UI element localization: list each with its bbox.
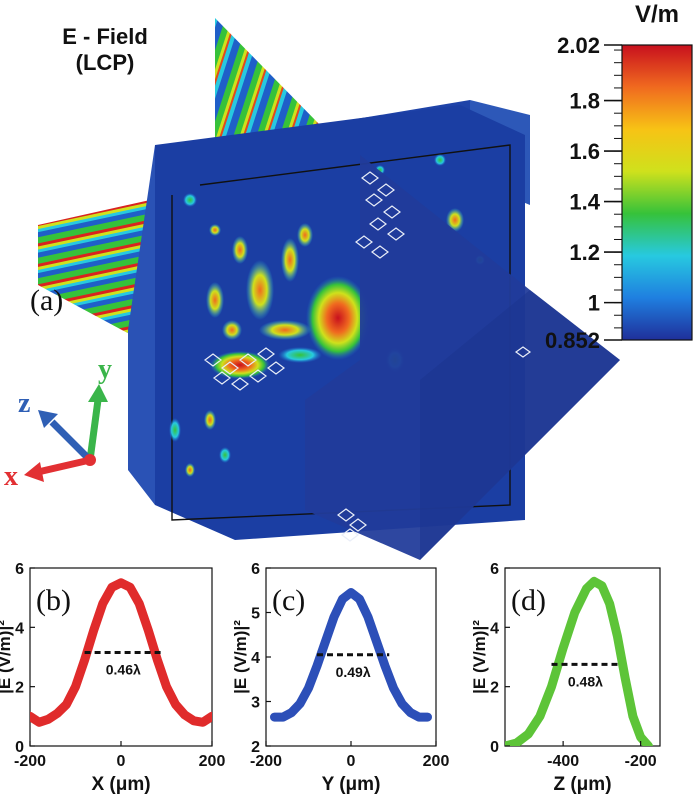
plot-c: 0.49λ (c) 2 3 4 5 6 -200 0 200 Y (μm) |E (V/m)|² (231, 561, 449, 795)
coordinate-axes: y z x (4, 354, 112, 492)
panel-a-3d-render: E - Field (LCP) (a) y z x V/m 2.02 1.8 1.6… (4, 1, 693, 560)
x-tick-label: 0 (117, 753, 126, 770)
y-axis-label: |E (V/m)|² (470, 620, 489, 694)
x-tick-label: 200 (199, 753, 226, 770)
fwhm-label: 0.48λ (568, 673, 603, 689)
plane-frame (171, 144, 511, 521)
x-tick-label: 200 (423, 753, 450, 770)
x-tick-label: 0 (347, 753, 356, 770)
y-tick-label: 2 (15, 680, 24, 697)
field-title-line2: (LCP) (76, 50, 135, 75)
fwhm-label: 0.46λ (106, 662, 141, 678)
panel-label: (d) (511, 584, 546, 617)
xz-plane-left (38, 200, 150, 345)
z-arrow-icon (38, 410, 58, 428)
field-spot (259, 320, 311, 340)
field-spot (297, 223, 313, 247)
y-tick-label: 4 (490, 620, 499, 637)
axis-label-y: y (98, 354, 112, 385)
plot-d: 0.48λ (d) 0 2 4 6 -400 -200 Z (μm) |E (V/m)|² (470, 561, 661, 795)
y-tick-label: 6 (15, 561, 24, 578)
colorbar-tick-label: 1 (588, 291, 600, 316)
front-diagonal-plane-shade (420, 290, 620, 560)
y-tick-label: 6 (251, 561, 260, 578)
x-tick-label: -400 (547, 753, 579, 770)
axis-label-x: x (4, 461, 18, 492)
y-tick-label: 4 (15, 620, 24, 637)
y-tick-label: 0 (15, 739, 24, 756)
colorbar-tick-label: 1.4 (569, 190, 600, 215)
colorbar-tick-label: 1.8 (569, 89, 600, 114)
x-tick-label: -200 (250, 753, 282, 770)
colorbar-tick-label: 1.6 (569, 139, 600, 164)
colorbar-tick-label: 1.2 (569, 240, 600, 265)
focal-spot (306, 276, 370, 360)
data-curve (505, 576, 653, 746)
data-curve (270, 588, 432, 722)
y-tick-label: 3 (251, 695, 260, 712)
y-axis-label: |E (V/m)|² (231, 620, 250, 694)
y-tick-label: 2 (251, 739, 260, 756)
fwhm-label: 0.49λ (336, 664, 371, 680)
colorbar-unit: V/m (635, 1, 679, 28)
panel-label: (b) (36, 584, 71, 617)
colorbar-tick-label: 0.852 (545, 328, 600, 353)
x-tick-label: -200 (625, 753, 657, 770)
data-curve (30, 578, 212, 727)
colorbar-scale (621, 44, 693, 341)
x-axis-label: Z (μm) (553, 774, 611, 795)
field-spot (434, 154, 446, 166)
field-spot (246, 260, 274, 320)
x-arrow-icon (24, 462, 44, 482)
field-spot (222, 320, 242, 340)
antenna-cluster-top (355, 171, 405, 259)
y-tick-label: 6 (490, 561, 499, 578)
field-spot (209, 224, 221, 236)
xy-plane-left-edge (128, 145, 155, 505)
field-title-line1: E - Field (62, 24, 148, 49)
field-spot (446, 208, 464, 232)
field-spot (278, 347, 322, 363)
y-tick-label: 5 (251, 606, 260, 623)
y-tick-label: 2 (490, 680, 499, 697)
field-spot (219, 447, 231, 463)
x-tick-label: -200 (14, 753, 46, 770)
colorbar-minor-ticks (614, 49, 622, 329)
antenna-cluster-right (514, 346, 532, 358)
axis-label-z: z (18, 388, 30, 419)
field-spot (183, 193, 197, 207)
field-spot (281, 238, 299, 282)
colorbar: V/m 2.02 1.8 1.6 1.4 1.2 1 0.852 (545, 1, 693, 353)
y-arrow-icon (88, 384, 108, 402)
field-spot (206, 282, 224, 318)
y-tick-label: 0 (490, 739, 499, 756)
x-axis-label: Y (μm) (322, 774, 381, 795)
antenna-cluster-left (204, 347, 285, 391)
colorbar-ticks: 2.02 1.8 1.6 1.4 1.2 1 0.852 (545, 33, 622, 353)
field-spot (169, 418, 181, 442)
y-axis-label: |E (V/m)|² (0, 620, 14, 694)
panel-label: (c) (272, 584, 305, 617)
y-tick-label: 4 (251, 650, 260, 667)
field-spot (232, 236, 248, 264)
antenna-cluster-bottom (337, 508, 367, 542)
field-spot (185, 463, 195, 477)
x-axis-label: X (μm) (91, 774, 150, 795)
field-spot (204, 410, 216, 430)
colorbar-tick-label: 2.02 (557, 33, 600, 58)
panel-a-label: (a) (30, 284, 63, 317)
